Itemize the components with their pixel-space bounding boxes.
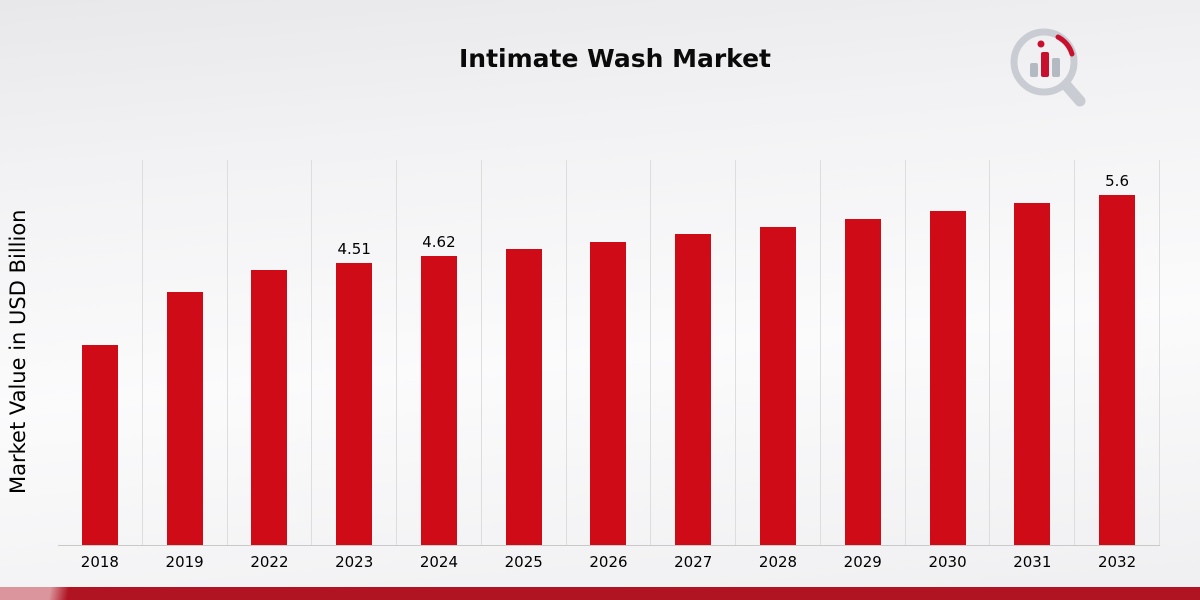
bar-column-2019: 2019 [143,160,228,571]
x-tick-label-2027: 2027 [674,553,713,571]
bar-column-2025: 2025 [482,160,567,571]
bar-2029 [844,219,881,545]
bar-value-label-2024: 4.62 [422,233,456,252]
bar-column-2030: 2030 [906,160,991,571]
bar-2031 [1014,203,1051,545]
bar-2028 [760,226,796,545]
magnifier-bar-chart-logo-icon [1010,28,1086,107]
bar-2027 [675,234,712,545]
x-tick-label-2029: 2029 [843,553,882,571]
x-tick-label-2030: 2030 [928,553,967,571]
x-tick-label-2024: 2024 [419,553,459,571]
bar-2018 [81,345,118,545]
bar-2022 [251,270,288,545]
bar-column-2018: 2018 [58,160,143,571]
x-tick-label-2019: 2019 [165,553,204,571]
bar-2024 [420,256,457,545]
bar-column-2026: 2026 [567,160,652,571]
bar-column-2024: 4.62 2024 [397,160,482,571]
chart-title: Intimate Wash Market [458,44,772,73]
x-tick-label-2028: 2028 [758,553,798,571]
bar-2032 [1099,195,1136,545]
bar-2019 [166,291,203,545]
bar-column-2029: 2029 [821,160,906,571]
bar-2030 [929,211,966,545]
bar-value-label-2032: 5.6 [1105,172,1129,190]
plot-area: 2018 2019 2022 4.51 2023 4.62 2024 2025 2026 2027… [58,160,1160,571]
bar-column-2022: 2022 [228,160,313,571]
bar-column-2023: 4.51 2023 [312,160,398,571]
bar-value-label-2023: 4.51 [337,240,371,259]
bar-2025 [505,249,542,545]
y-axis-label: Market Value in USD Billion [6,209,30,495]
brand-logo [1000,22,1092,114]
x-tick-label-2022: 2022 [250,553,289,571]
x-tick-label-2023: 2023 [335,553,374,571]
footer-accent-bar [0,587,1200,600]
bar-column-2028: 2028 [736,160,821,571]
bar-column-2031: 2031 [990,160,1076,571]
x-tick-label-2018: 2018 [80,553,119,571]
x-tick-label-2031: 2031 [1013,553,1052,571]
bar-2026 [590,241,627,545]
x-tick-label-2026: 2026 [589,553,628,571]
bar-2023 [336,263,373,545]
x-tick-label-2025: 2025 [504,553,543,571]
bar-column-2027: 2027 [651,160,737,571]
x-tick-label-2032: 2032 [1097,553,1137,571]
bar-column-2032: 5.6 2032 [1075,160,1160,571]
